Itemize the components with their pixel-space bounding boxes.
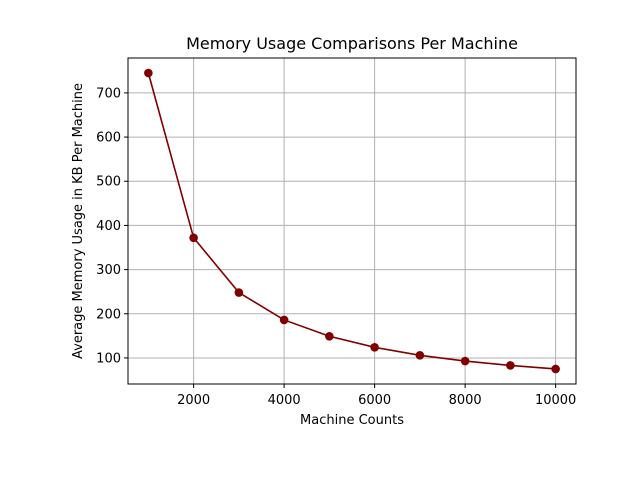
x-tick-label: 10000 (535, 393, 576, 408)
data-point (415, 350, 425, 360)
plot-frame (127, 57, 577, 385)
x-tick-label: 2000 (177, 393, 210, 408)
data-point (506, 361, 515, 370)
data-point (325, 331, 334, 341)
data-point (189, 233, 198, 243)
data-point (279, 315, 289, 325)
series-line (147, 72, 556, 370)
y-tick-label: 700 (96, 86, 121, 101)
x-tick-label: 4000 (268, 393, 301, 408)
x-axis-label: Machine Counts (300, 413, 404, 428)
y-tick-label: 400 (96, 219, 121, 234)
data-point (234, 288, 244, 297)
y-axis-label: Average Memory Usage in KB Per Machine (71, 83, 86, 359)
y-tick-label: 100 (96, 351, 121, 366)
y-tick-label: 200 (96, 307, 121, 322)
data-point (460, 356, 470, 366)
y-tick-label: 600 (96, 131, 121, 146)
grid (128, 58, 576, 384)
x-tick-label: 6000 (358, 393, 391, 408)
x-tick-label: 8000 (449, 393, 482, 408)
data-point (370, 343, 379, 352)
chart-title: Memory Usage Comparisons Per Machine (186, 34, 518, 53)
series-layer (144, 68, 560, 374)
y-tick-label: 300 (96, 263, 121, 278)
data-point (551, 364, 560, 374)
data-point (144, 68, 153, 78)
ticks: 2000 4000 6000 8000 10000 100 200 300 400 500 600 7… (96, 86, 576, 408)
y-tick-label: 500 (96, 175, 121, 190)
